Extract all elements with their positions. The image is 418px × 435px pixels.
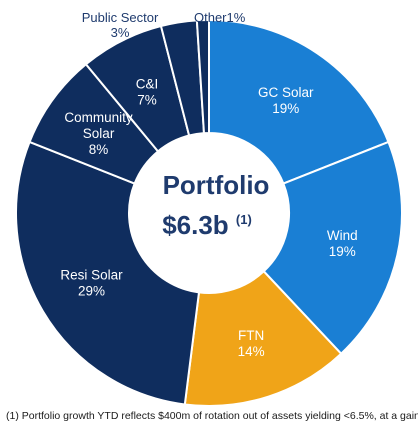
slice-other bbox=[195, 18, 210, 135]
slice-wind bbox=[262, 140, 403, 356]
center-value-footnote-mark: (1) bbox=[236, 212, 252, 227]
label-other: Other1% bbox=[194, 10, 245, 25]
label-other-name: Other bbox=[194, 10, 227, 25]
slice-gc-solar bbox=[208, 18, 390, 185]
label-public-sector: Public Sector 3% bbox=[78, 10, 162, 40]
slice-label-resi-solar-name: Resi Solar bbox=[60, 267, 123, 282]
slice-label-c-i-name: C&I bbox=[136, 76, 159, 91]
slice-label-community-solar-name: Solar bbox=[83, 126, 115, 141]
center-value: $6.3b (1) bbox=[162, 210, 252, 240]
slice-label-ftn-name: FTN bbox=[238, 328, 264, 343]
slice-label-gc-solar-value: 19% bbox=[272, 101, 299, 116]
label-other-value: 1% bbox=[226, 10, 246, 25]
slice-label-c-i-value: 7% bbox=[137, 92, 157, 107]
label-public-sector-name: Public Sector bbox=[81, 10, 159, 25]
slice-label-community-solar-value: 8% bbox=[89, 142, 109, 157]
slice-label-resi-solar-value: 29% bbox=[78, 283, 105, 298]
slice-label-gc-solar-name: GC Solar bbox=[258, 85, 314, 100]
center-title: Portfolio bbox=[163, 170, 270, 200]
slice-resi-solar bbox=[15, 140, 201, 406]
slice-ftn bbox=[183, 269, 343, 407]
footnote: (1) Portfolio growth YTD reflects $400m … bbox=[6, 410, 418, 422]
label-public-sector-value: 3% bbox=[110, 25, 130, 40]
donut-slices bbox=[15, 18, 403, 407]
slice-label-wind-value: 19% bbox=[329, 244, 356, 259]
slice-label-community-solar-name: Community bbox=[64, 110, 133, 125]
center-value-amount: $6.3b bbox=[162, 210, 229, 240]
slice-label-wind-name: Wind bbox=[327, 228, 358, 243]
slice-label-ftn-value: 14% bbox=[238, 344, 265, 359]
